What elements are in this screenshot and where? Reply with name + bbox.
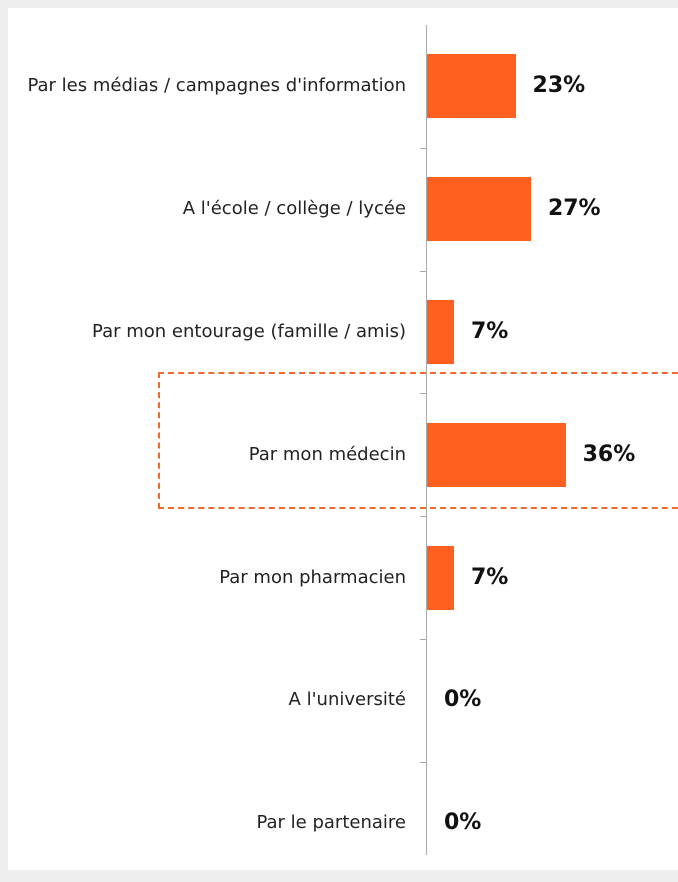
tick-mark [420,761,427,763]
highlight-box [158,372,678,509]
category-text: Par mon pharmacien [219,566,406,588]
value-label: 23% [532,73,586,99]
chart: Par les médias / campagnes d'information… [8,8,678,870]
value-label: 0% [444,810,482,836]
tick-mark [420,147,427,149]
category-label: Par mon pharmacien [6,566,406,590]
category-text: Par mon médecin [248,443,406,465]
bar [427,54,516,119]
category-label: Par les médias / campagnes d'information [6,74,406,98]
tick-mark [420,393,427,395]
category-text: A l'école / collège / lycée [182,198,406,220]
value-label: 36% [582,441,636,467]
bar [427,545,454,610]
bar [427,177,531,242]
category-label: A l'école / collège / lycée [6,197,406,221]
bar [427,422,566,487]
value-label: 7% [470,564,509,590]
value-label: 7% [470,319,509,344]
value-label: 0% [444,687,482,713]
tick-mark [420,270,427,272]
category-text: Par les médias / campagnes d'information [27,75,406,97]
category-text: Par le partenaire [256,812,406,834]
category-text: A l'université [288,689,406,711]
value-label: 27% [547,196,601,222]
category-label: Par mon entourage (famille / amis) [6,320,406,344]
tick-mark [420,516,427,518]
category-text: Par mon entourage (famille / amis) [92,321,406,342]
tick-mark [420,639,427,640]
category-label: Par le partenaire [6,811,406,835]
category-label: A l'université [6,688,406,712]
category-label: Par mon médecin [6,443,406,467]
bar [427,300,454,364]
axis-line [426,25,427,855]
